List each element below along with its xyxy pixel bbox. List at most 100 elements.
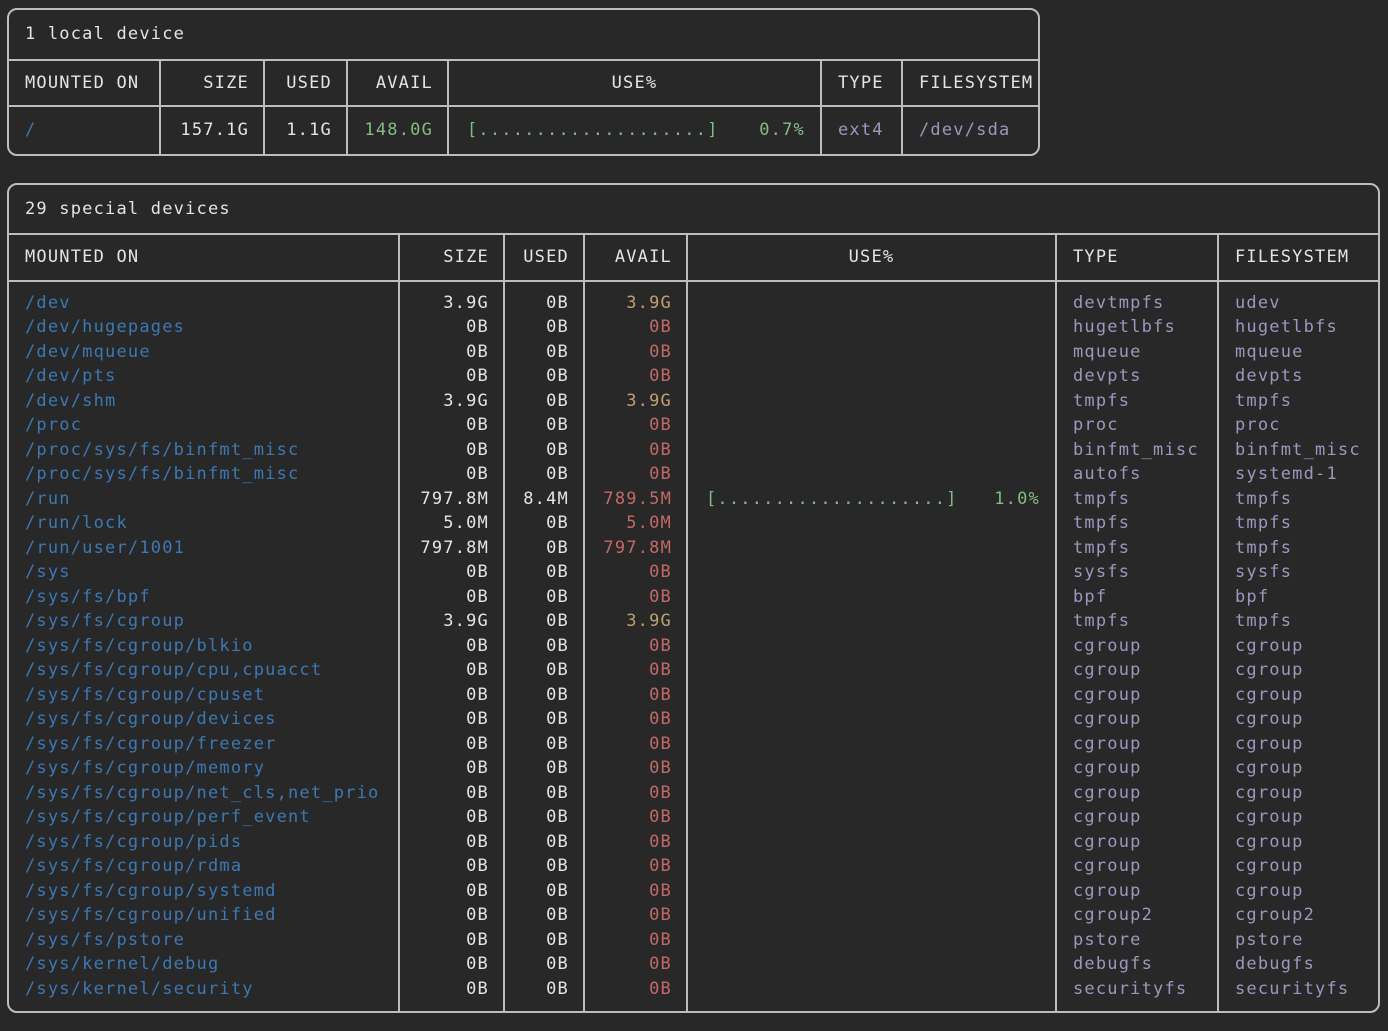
- fs-type: cgroup: [1055, 780, 1218, 805]
- usage-cell: [686, 511, 1056, 536]
- usage-cell: [686, 658, 1056, 683]
- fs-type: devtmpfs: [1055, 280, 1218, 315]
- mount-point: /sys/fs/bpf: [25, 586, 151, 607]
- usage-cell: [686, 829, 1056, 854]
- avail-value: 5.0M: [583, 511, 687, 536]
- usage-cell: [686, 633, 1056, 658]
- size-value: 0B: [398, 731, 504, 756]
- filesystem: debugfs: [1217, 952, 1378, 977]
- table-row: /sys/fs/cgroup/freezer 0B 0B 0B cgroup cgroup: [9, 731, 1378, 756]
- fs-type: cgroup: [1055, 731, 1218, 756]
- size-value: 0B: [398, 462, 504, 487]
- table-row: /sys/fs/cgroup/perf_event 0B 0B 0B cgroup cgr…: [9, 805, 1378, 830]
- avail-value: 0B: [583, 731, 687, 756]
- column-header-type: TYPE: [1055, 235, 1218, 282]
- used-value: 0B: [503, 829, 584, 854]
- size-value: 0B: [398, 584, 504, 609]
- avail-value: 0B: [583, 339, 687, 364]
- mount-point: /proc: [25, 415, 83, 435]
- usage-cell: [686, 682, 1056, 707]
- column-header-filesystem: FILESYSTEM: [901, 60, 1038, 107]
- size-value: 0B: [398, 756, 504, 781]
- fs-type: bpf: [1055, 584, 1218, 609]
- mount-point: /sys/fs/cgroup/blkio: [25, 635, 254, 656]
- fs-type: ext4: [820, 106, 902, 154]
- mount-point: /sys/fs/cgroup/net_cls,net_prio: [25, 782, 380, 803]
- mount-point: /sys/fs/cgroup/devices: [25, 709, 277, 729]
- used-value: 8.4M: [503, 486, 584, 511]
- table-row: /sys/fs/cgroup/devices 0B 0B 0B cgroup cgroup: [9, 707, 1378, 732]
- fs-type: mqueue: [1055, 339, 1218, 364]
- column-header-mounted-on: MOUNTED ON: [9, 235, 399, 282]
- used-value: 0B: [503, 878, 584, 903]
- table-row: /sys/kernel/debug 0B 0B 0B debugfs debugfs: [9, 952, 1378, 977]
- column-header-filesystem: FILESYSTEM: [1217, 235, 1378, 282]
- filesystem: devpts: [1217, 364, 1378, 389]
- filesystem: /dev/sda: [901, 106, 1038, 154]
- size-value: 0B: [398, 707, 504, 732]
- mount-point: /sys/fs/cgroup/freezer: [25, 733, 277, 754]
- used-value: 0B: [503, 854, 584, 879]
- table-row: /sys/fs/cgroup/memory 0B 0B 0B cgroup cgroup: [9, 756, 1378, 781]
- usage-cell: [686, 903, 1056, 928]
- used-value: 0B: [503, 609, 584, 634]
- used-value: 0B: [503, 413, 584, 438]
- size-value: 0B: [398, 658, 504, 683]
- column-header-size: SIZE: [159, 60, 264, 107]
- fs-type: securityfs: [1055, 976, 1218, 1011]
- fs-type: cgroup: [1055, 829, 1218, 854]
- used-value: 0B: [503, 682, 584, 707]
- size-value: 0B: [398, 780, 504, 805]
- table-title: 29 special devices: [9, 185, 1378, 235]
- table-title: 1 local device: [9, 10, 1038, 61]
- usage-cell: [686, 413, 1056, 438]
- used-value: 0B: [503, 658, 584, 683]
- usage-cell: [686, 364, 1056, 389]
- fs-type: cgroup: [1055, 854, 1218, 879]
- filesystem: hugetlbfs: [1217, 315, 1378, 340]
- table-row: /sys/fs/cgroup 3.9G 0B 3.9G tmpfs tmpfs: [9, 609, 1378, 634]
- avail-value: 0B: [583, 658, 687, 683]
- size-value: 3.9G: [398, 280, 504, 315]
- usage-cell: [686, 339, 1056, 364]
- fs-type: debugfs: [1055, 952, 1218, 977]
- fs-type: hugetlbfs: [1055, 315, 1218, 340]
- fs-type: cgroup: [1055, 756, 1218, 781]
- special-devices-table: 29 special devices MOUNTED ON SIZE USED …: [7, 182, 1380, 1013]
- size-value: 797.8M: [398, 486, 504, 511]
- size-value: 0B: [398, 805, 504, 830]
- devices-table: MOUNTED ON SIZE USED AVAIL USE% TYPE FIL…: [9, 60, 1038, 154]
- used-value: 0B: [503, 731, 584, 756]
- mount-point: /run: [25, 488, 71, 509]
- table-row: /sys 0B 0B 0B sysfs sysfs: [9, 560, 1378, 585]
- column-header-avail: AVAIL: [346, 60, 448, 107]
- mount-point: /dev/pts: [25, 366, 117, 386]
- used-value: 0B: [503, 584, 584, 609]
- used-value: 0B: [503, 437, 584, 462]
- avail-value: 0B: [583, 903, 687, 928]
- usage-percent: 0.7%: [759, 120, 805, 140]
- mount-point: /run/user/1001: [25, 537, 186, 558]
- table-row: /sys/fs/cgroup/blkio 0B 0B 0B cgroup cgroup: [9, 633, 1378, 658]
- column-header-used: USED: [263, 60, 347, 107]
- size-value: 0B: [398, 927, 504, 952]
- filesystem: tmpfs: [1217, 486, 1378, 511]
- filesystem: cgroup: [1217, 805, 1378, 830]
- size-value: 0B: [398, 976, 504, 1011]
- filesystem: proc: [1217, 413, 1378, 438]
- fs-type: tmpfs: [1055, 535, 1218, 560]
- table-row: /sys/fs/cgroup/unified 0B 0B 0B cgroup2 cgrou…: [9, 903, 1378, 928]
- avail-value: 797.8M: [583, 535, 687, 560]
- usage-cell: [686, 780, 1056, 805]
- filesystem: cgroup: [1217, 756, 1378, 781]
- filesystem: securityfs: [1217, 976, 1378, 1011]
- mount-point: /proc/sys/fs/binfmt_misc: [25, 464, 300, 484]
- mount-point: /sys/fs/cgroup/pids: [25, 831, 243, 852]
- fs-type: cgroup: [1055, 805, 1218, 830]
- column-header-used: USED: [503, 235, 584, 282]
- fs-type: pstore: [1055, 927, 1218, 952]
- avail-value: 0B: [583, 315, 687, 340]
- usage-cell: [686, 388, 1056, 413]
- table-row: /sys/fs/bpf 0B 0B 0B bpf bpf: [9, 584, 1378, 609]
- size-value: 0B: [398, 878, 504, 903]
